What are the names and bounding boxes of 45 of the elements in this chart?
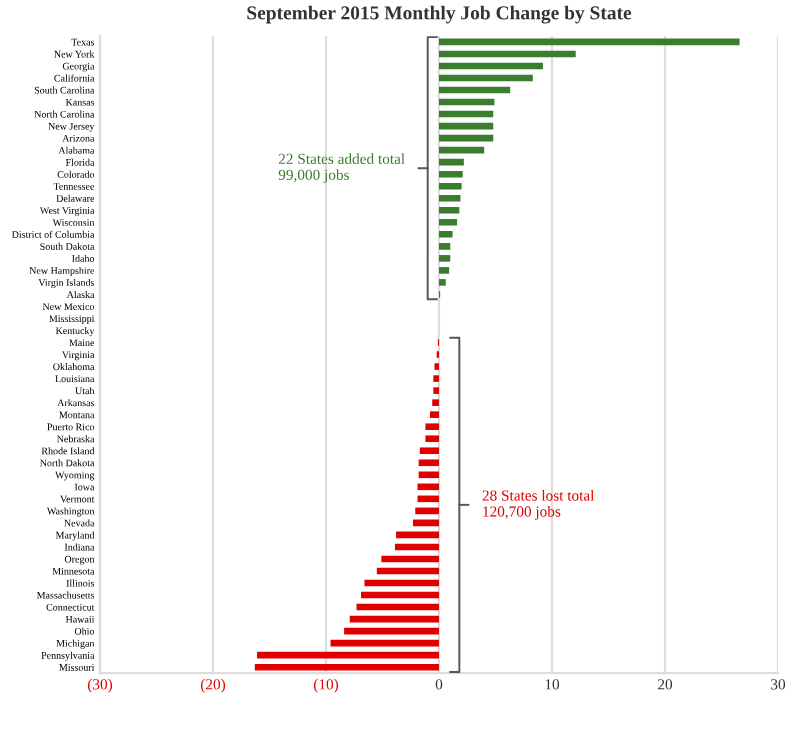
bar [413, 519, 439, 527]
bar [439, 182, 462, 190]
bar [429, 411, 439, 418]
bar [439, 74, 533, 82]
bar [439, 158, 464, 166]
bar [432, 399, 439, 406]
bar [418, 459, 439, 467]
bar [439, 279, 446, 286]
bar [439, 243, 451, 250]
bar [364, 579, 439, 587]
bar [439, 255, 451, 262]
bar [254, 663, 439, 671]
bar [394, 543, 439, 551]
bar [376, 567, 439, 575]
bar [439, 218, 458, 226]
chart-title: September 2015 Monthly Job Change by State [247, 5, 632, 24]
bar [439, 38, 740, 46]
bar [257, 651, 439, 659]
bar [439, 122, 494, 130]
bar [418, 471, 439, 479]
bar [439, 134, 494, 142]
bar [439, 170, 463, 178]
bar [344, 627, 439, 635]
bar [439, 146, 485, 154]
bar [439, 50, 576, 58]
bar [425, 435, 439, 443]
bar [439, 110, 494, 118]
bar [433, 387, 439, 394]
bar [356, 603, 439, 611]
bar [330, 639, 439, 647]
bar [433, 375, 439, 382]
bar [425, 423, 439, 431]
bar [439, 267, 450, 274]
bar [415, 507, 439, 515]
bar [439, 206, 460, 214]
bar [439, 86, 511, 94]
bar [349, 615, 439, 623]
bar [361, 591, 439, 599]
bar [396, 531, 439, 539]
bar [439, 62, 543, 70]
bar [439, 231, 453, 238]
bar [439, 98, 495, 106]
bar [439, 194, 461, 202]
bar [381, 555, 439, 563]
bar [419, 447, 439, 455]
